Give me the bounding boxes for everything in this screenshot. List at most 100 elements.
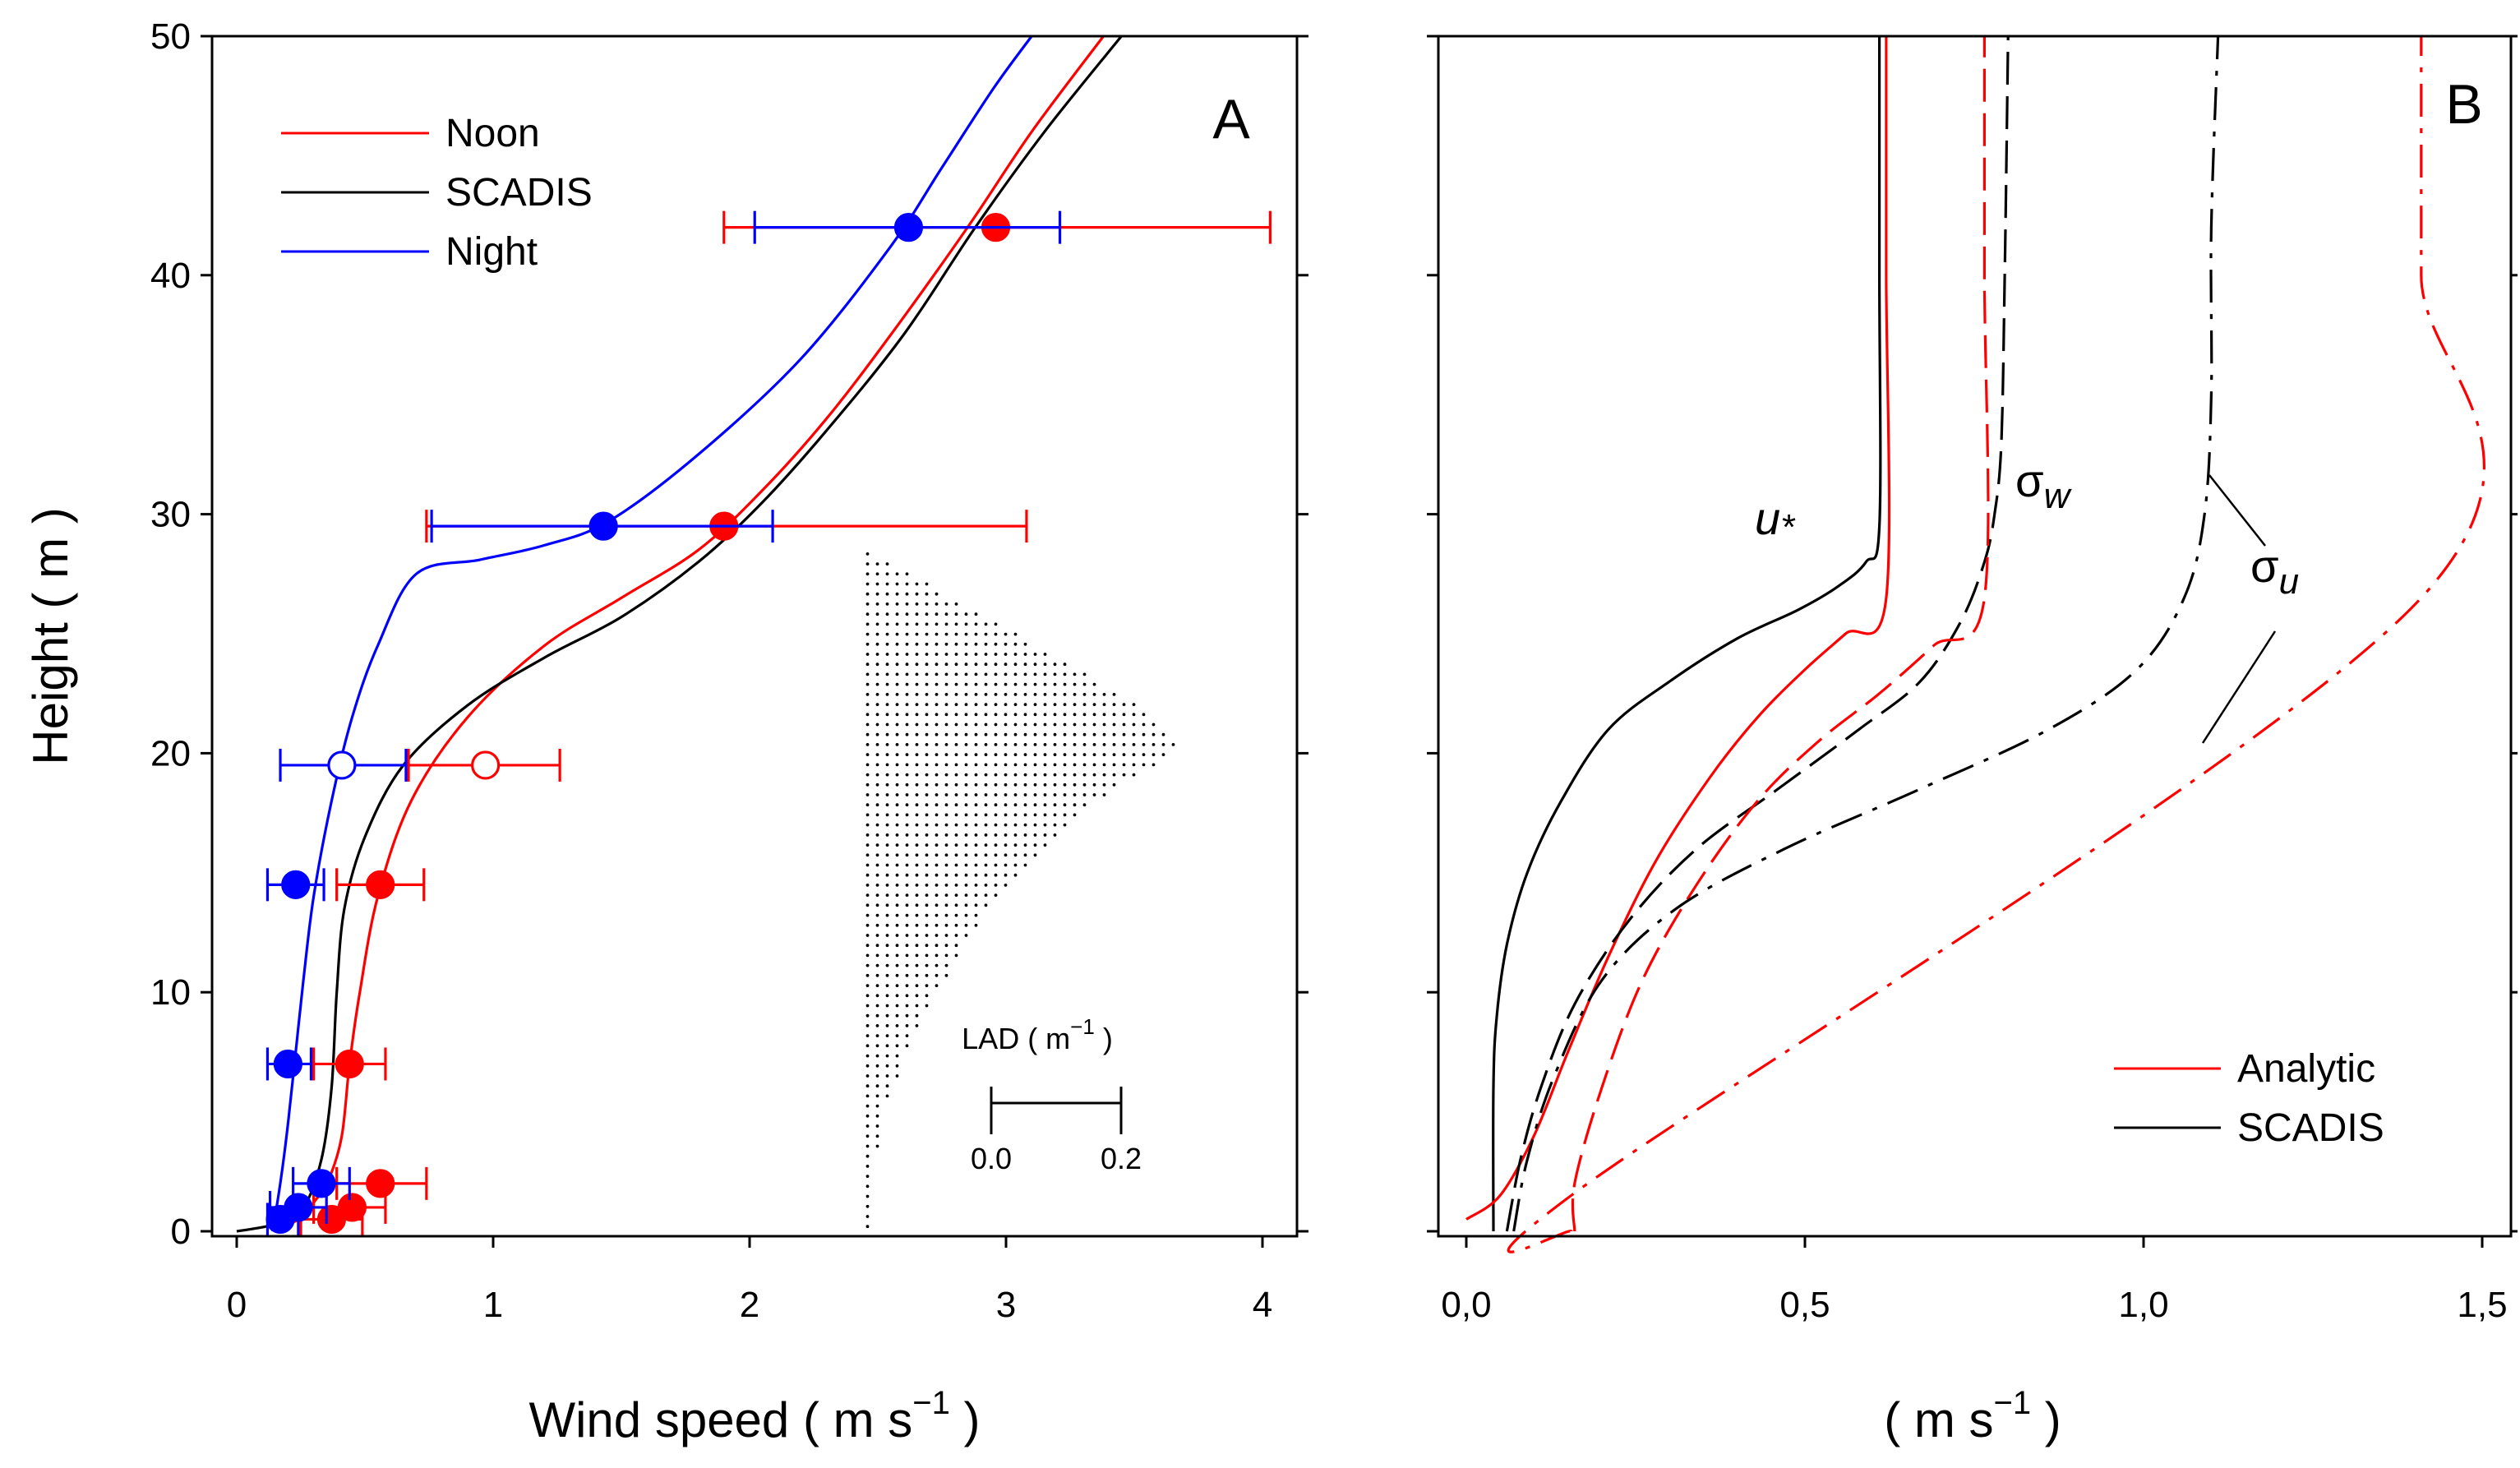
lad-dot xyxy=(994,793,998,796)
lad-dot xyxy=(905,653,909,656)
lad-dot xyxy=(954,853,958,857)
lad-dot xyxy=(915,1013,919,1018)
lad-dot xyxy=(1092,713,1096,717)
lad-dot xyxy=(1152,743,1156,746)
lad-dot xyxy=(1142,713,1146,717)
lad-dot xyxy=(1063,672,1067,676)
lad-dot xyxy=(954,953,958,958)
lad-dot xyxy=(935,963,939,967)
lad-dot xyxy=(944,873,948,877)
legend-label-noon: Noon xyxy=(445,112,540,155)
lad-dot xyxy=(1102,713,1106,717)
lad-dot xyxy=(1023,753,1027,756)
lad-dot xyxy=(944,913,948,917)
lad-dot xyxy=(1033,722,1037,727)
lad-dot xyxy=(885,732,889,736)
lad-dot xyxy=(915,994,919,998)
lad-dot xyxy=(954,913,958,917)
lad-dot xyxy=(1102,782,1106,787)
lad-dot xyxy=(915,944,919,948)
lad-dot xyxy=(1043,682,1047,686)
lad-dot xyxy=(984,682,988,686)
y-tick-label: 10 xyxy=(150,972,191,1013)
lad-dot xyxy=(1063,773,1067,777)
lad-dot xyxy=(1043,653,1047,656)
lad-dot xyxy=(974,653,978,656)
lad-dot xyxy=(964,833,968,837)
lad-dot xyxy=(865,813,870,817)
lad-dot xyxy=(915,763,919,767)
lad-dot xyxy=(905,602,909,606)
lad-dot xyxy=(905,782,909,787)
lad-dot xyxy=(994,803,998,807)
lad-dot xyxy=(925,934,929,937)
lad-dot xyxy=(954,653,958,656)
lad-dot xyxy=(974,833,978,837)
lad-dot xyxy=(905,622,909,626)
lad-dot xyxy=(875,994,879,998)
lad-dot xyxy=(994,642,998,646)
lad-dot xyxy=(895,843,899,847)
lad-dot xyxy=(974,753,978,756)
lad-dot xyxy=(1092,782,1096,787)
lad-dot xyxy=(865,1215,870,1218)
lad-dot xyxy=(954,823,958,827)
lad-dot xyxy=(954,843,958,847)
lad-dot xyxy=(865,1114,870,1118)
lad-dot xyxy=(964,682,968,686)
panel-b-lines xyxy=(1465,35,2486,1253)
lad-dot xyxy=(875,893,879,897)
lad-dot xyxy=(1023,722,1027,727)
lad-dot xyxy=(1013,753,1018,756)
lad-dot xyxy=(944,693,948,696)
lad-dot xyxy=(925,853,929,857)
lad-dot xyxy=(994,884,998,887)
lad-dot xyxy=(954,873,958,877)
lad-dot xyxy=(865,1044,870,1048)
lad-dot xyxy=(875,1034,879,1037)
lad-dot xyxy=(895,1044,899,1048)
lad-dot xyxy=(994,893,998,897)
lad-dot xyxy=(875,753,879,756)
lad-dot xyxy=(1102,693,1106,696)
lad-dot xyxy=(1053,823,1057,827)
lad-dot xyxy=(935,612,939,616)
lad-dot xyxy=(875,873,879,877)
lad-dot xyxy=(895,592,899,596)
lad-dot xyxy=(865,1074,870,1078)
lad-dot xyxy=(865,552,870,556)
lad-dot xyxy=(875,1054,879,1058)
lad-dot xyxy=(1082,682,1087,686)
lad-dot xyxy=(905,713,909,717)
lad-dot xyxy=(954,753,958,756)
point-noon xyxy=(316,1204,347,1235)
lad-dot xyxy=(915,662,919,667)
lad-dot xyxy=(925,873,929,877)
lad-dot xyxy=(925,963,929,967)
point-night xyxy=(327,750,357,780)
lad-dot xyxy=(925,903,929,907)
lad-dot xyxy=(1013,703,1018,706)
lad-dot xyxy=(1013,632,1018,636)
lad-dot xyxy=(885,592,889,596)
lad-dot xyxy=(944,782,948,787)
point-noon xyxy=(366,1169,395,1198)
lad-dot xyxy=(1004,682,1008,686)
lad-dot xyxy=(1053,753,1057,756)
lad-dot xyxy=(964,763,968,767)
lad-dot xyxy=(865,1165,870,1168)
lad-dot xyxy=(964,893,968,897)
lad-dot xyxy=(875,973,879,977)
lad-dot xyxy=(984,703,988,706)
lad-dot xyxy=(974,722,978,727)
lad-dot xyxy=(1023,732,1027,736)
lad-dot xyxy=(905,903,909,907)
lad-dot xyxy=(1102,763,1106,767)
lad-dot xyxy=(885,703,889,706)
lad-dot xyxy=(984,622,988,626)
point-night xyxy=(281,870,311,899)
lad-dot xyxy=(885,853,889,857)
lad-dot xyxy=(925,773,929,777)
lad-dot xyxy=(865,1054,870,1058)
lad-dot xyxy=(895,833,899,837)
